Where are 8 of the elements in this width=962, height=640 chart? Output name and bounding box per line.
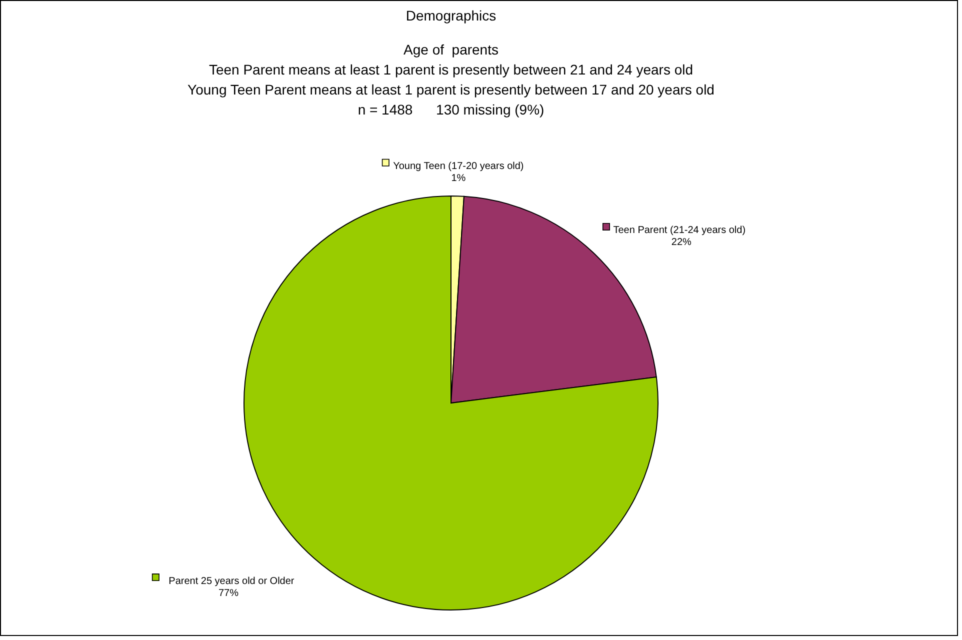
legend-label: Teen Parent (21-24 years old) [613,225,746,236]
chart-title: Demographics [406,8,496,24]
data-label: 77% [218,588,239,599]
chart-subtitle: Age of parents Teen Parent means at least 1 parent is presently between 21 and 24 years old Young Teen Parent means at least 1 parent is presently between 17 and 20 years old n = 1488 130 missing (9%) [188,42,714,118]
legend-label: Parent 25 years old or Older [168,576,295,587]
legend-label: Young Teen (17-20 years old) [393,161,524,172]
data-label: 1% [451,173,466,184]
data-label: 22% [671,237,692,248]
